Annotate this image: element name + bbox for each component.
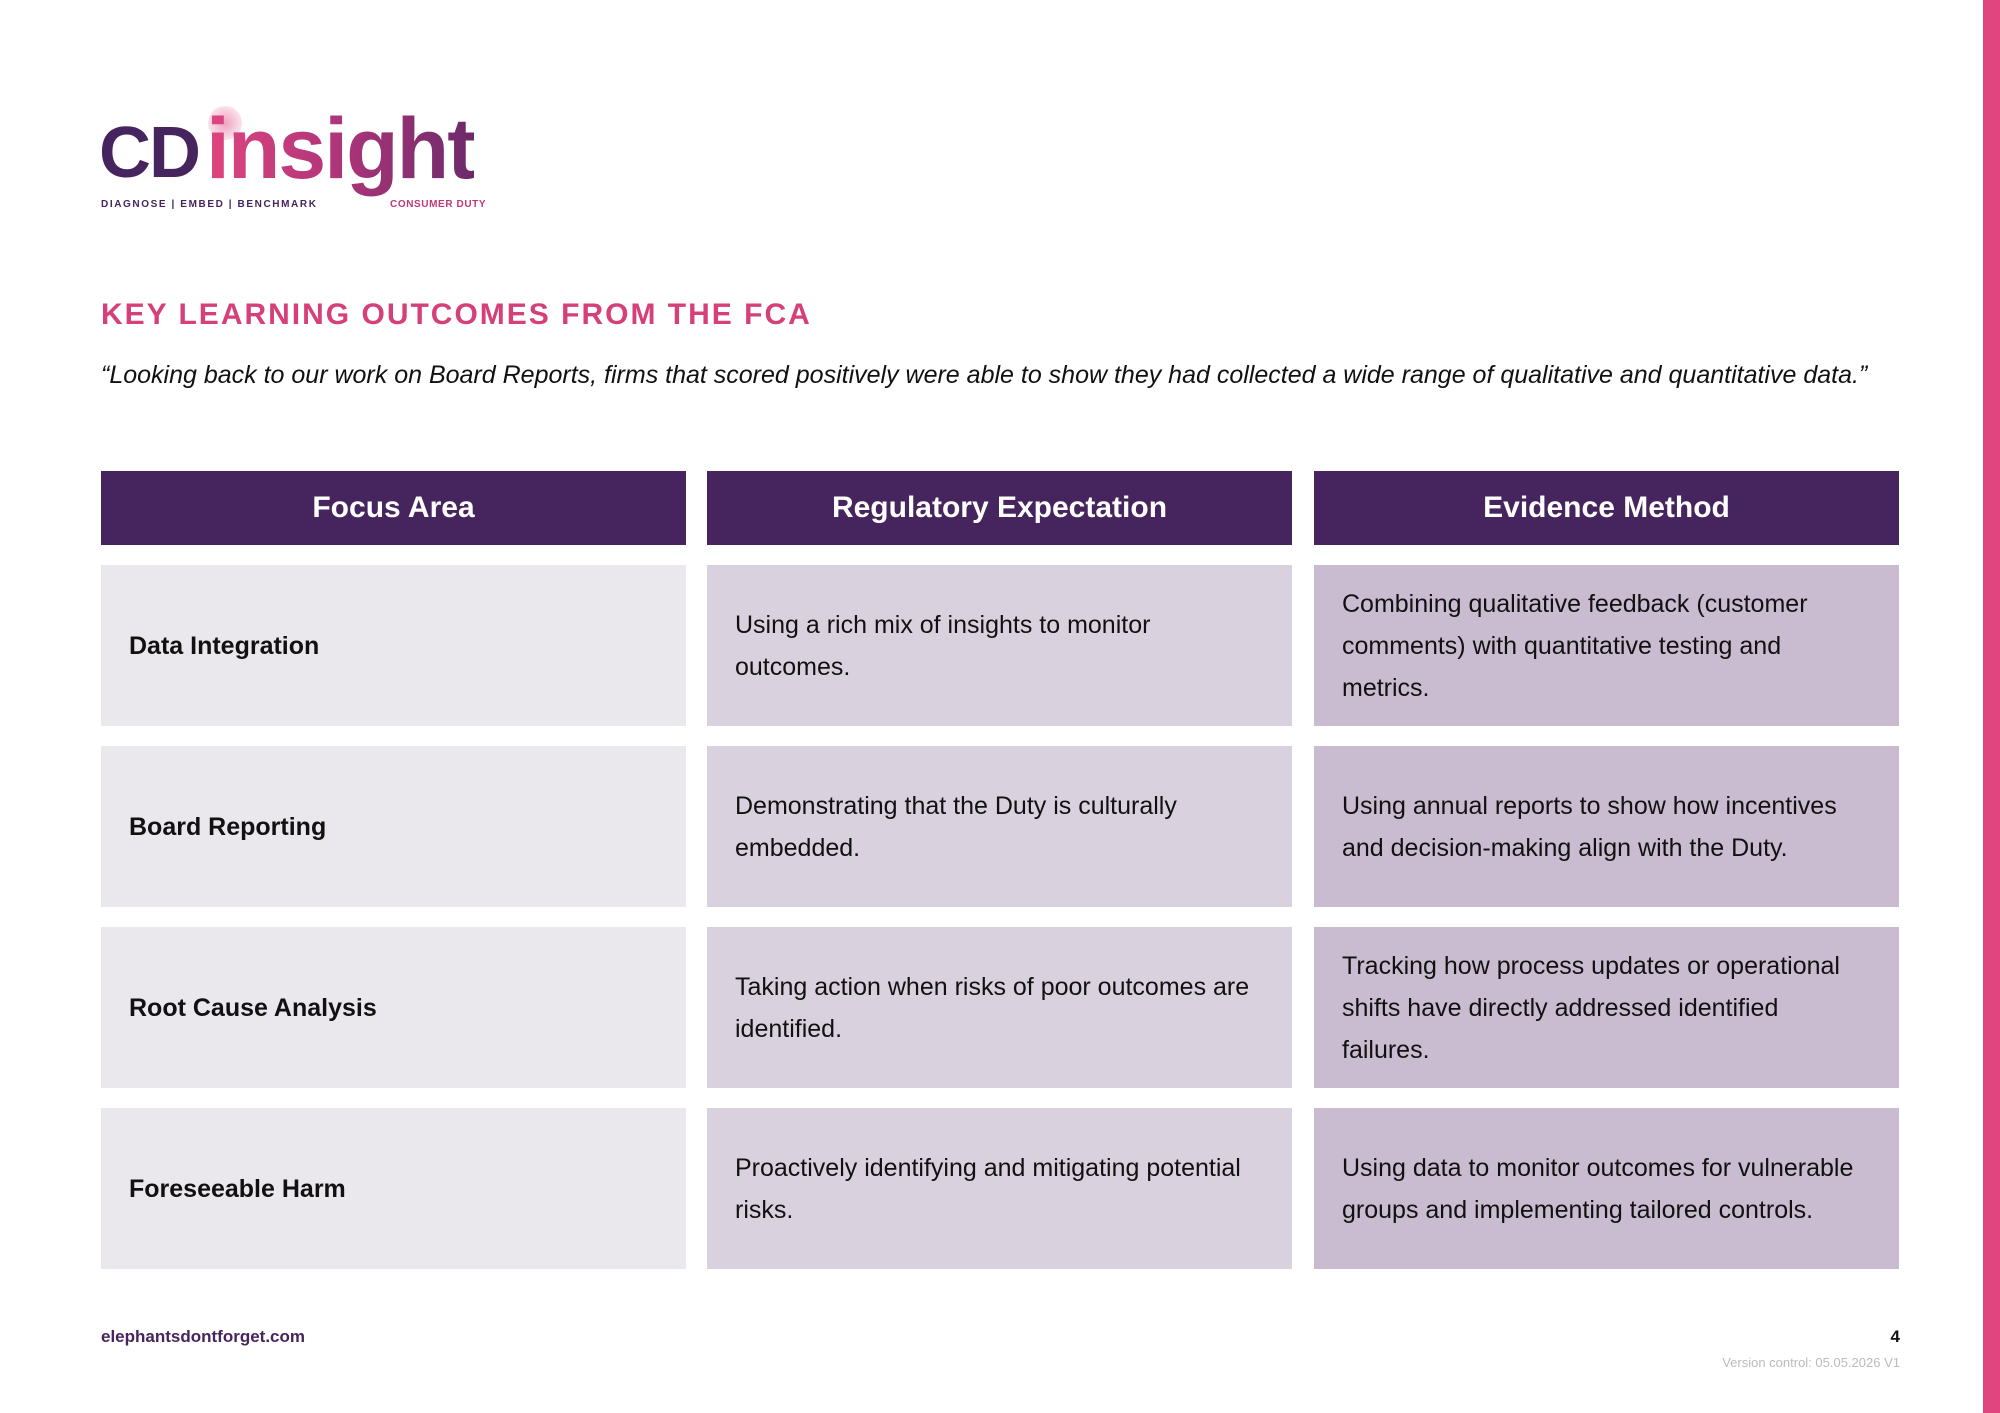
logo-tagline: DIAGNOSE | EMBED | BENCHMARK xyxy=(101,199,318,210)
table-cell: Data Integration xyxy=(101,565,686,726)
website[interactable]: elephantsdontforget.com xyxy=(101,1327,306,1346)
page-number: 4 xyxy=(1890,1327,1900,1346)
logo-glow xyxy=(208,106,242,140)
logo-cd: CD xyxy=(99,113,201,193)
logo-insight: insight xyxy=(206,101,476,197)
table-cell: Proactively identifying and mitigating p… xyxy=(707,1108,1292,1269)
table-header: Evidence Method xyxy=(1314,471,1899,545)
table-header: Regulatory Expectation xyxy=(707,471,1292,545)
table-cell: Foreseeable Harm xyxy=(101,1108,686,1269)
table-cell: Combining qualitative feedback (customer… xyxy=(1314,565,1899,726)
table-cell: Using annual reports to show how incenti… xyxy=(1314,746,1899,907)
logo-subtitle: CONSUMER DUTY xyxy=(390,199,487,210)
table-header: Focus Area xyxy=(101,471,686,545)
table-cell: Board Reporting xyxy=(101,746,686,907)
table-cell: Taking action when risks of poor outcome… xyxy=(707,927,1292,1088)
version: Version control: 05.05.2026 V1 xyxy=(1722,1355,1900,1370)
table-cell: Using a rich mix of insights to monitor … xyxy=(707,565,1292,726)
table-cell: Using data to monitor outcomes for vulne… xyxy=(1314,1108,1899,1269)
table-cell: Demonstrating that the Duty is culturall… xyxy=(707,746,1292,907)
table-cell: Root Cause Analysis xyxy=(101,927,686,1088)
accent-bar xyxy=(1983,0,2000,1413)
quote: “Looking back to our work on Board Repor… xyxy=(101,361,1868,389)
table-cell: Tracking how process updates or operatio… xyxy=(1314,927,1899,1088)
heading: KEY LEARNING OUTCOMES FROM THE FCA xyxy=(101,298,812,331)
